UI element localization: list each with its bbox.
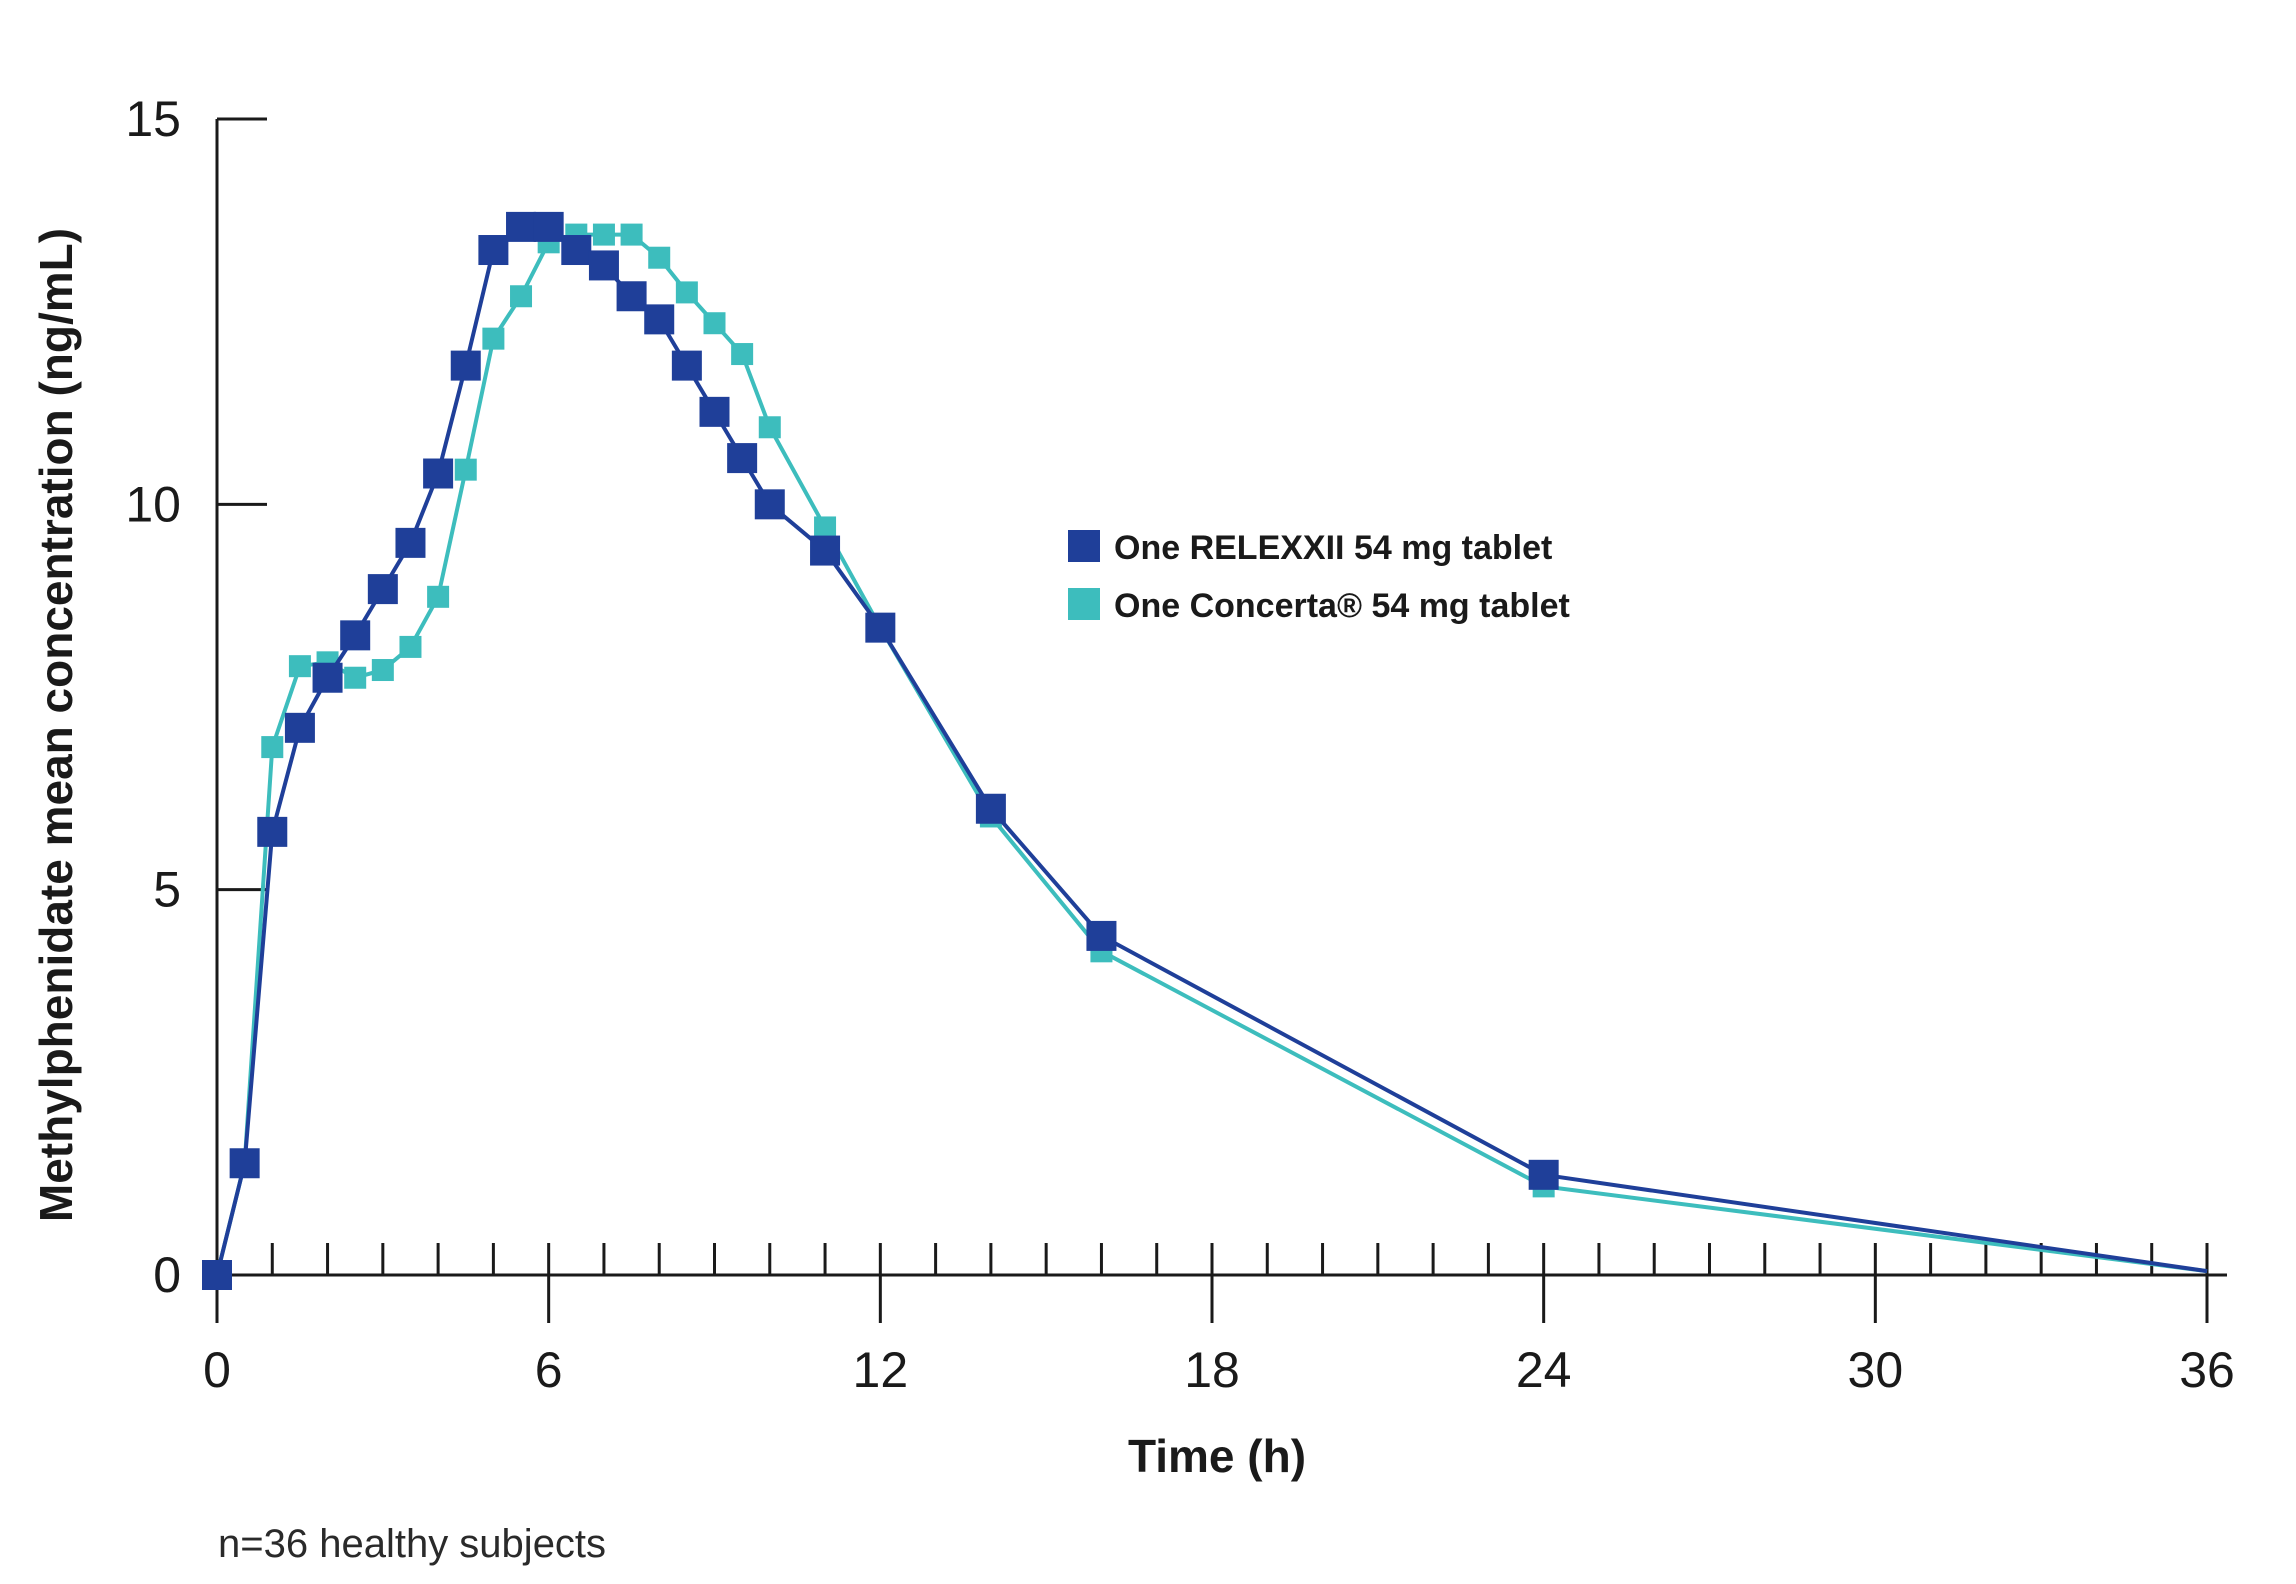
data-point-marker	[533, 211, 564, 242]
x-tick-label: 36	[2179, 1342, 2235, 1398]
data-point-marker	[510, 285, 533, 308]
legend-swatch	[1068, 588, 1100, 620]
data-point-marker	[758, 416, 781, 439]
x-tick-label: 6	[535, 1342, 563, 1398]
legend-label: One RELEXXII 54 mg tablet	[1114, 529, 1552, 567]
data-point-marker	[427, 585, 450, 608]
y-tick-label: 10	[125, 476, 181, 532]
data-point-marker	[727, 443, 758, 474]
data-point-marker	[229, 1148, 260, 1179]
data-point-marker	[699, 396, 730, 427]
data-point-marker	[814, 516, 837, 539]
data-point-marker	[288, 655, 311, 678]
axes: 0 5 10 15 0 6 12 18 24 30 36	[125, 91, 2234, 1398]
legend-swatch	[1068, 530, 1100, 562]
legend: One RELEXXII 54 mg tablet One Concerta® 5…	[1068, 529, 1570, 625]
x-tick-label: 24	[1516, 1342, 1572, 1398]
series-2	[206, 223, 2208, 1286]
series-layer	[202, 211, 2208, 1290]
x-tick-label: 30	[1848, 1342, 1904, 1398]
data-point-marker	[423, 458, 454, 489]
data-point-marker	[340, 620, 371, 651]
data-point-marker	[675, 281, 698, 304]
data-point-marker	[450, 350, 481, 381]
data-point-marker	[202, 1260, 232, 1290]
data-point-marker	[588, 250, 619, 281]
x-tick-label: 12	[853, 1342, 909, 1398]
data-point-marker	[671, 350, 702, 381]
data-point-marker	[454, 458, 477, 481]
data-point-marker	[284, 712, 315, 743]
data-point-marker	[731, 343, 754, 366]
legend-label: One Concerta® 54 mg tablet	[1114, 587, 1570, 625]
data-point-marker	[367, 574, 398, 605]
data-point-marker	[620, 223, 643, 246]
data-point-marker	[754, 489, 785, 520]
data-point-marker	[592, 223, 615, 246]
y-tick-label: 15	[125, 91, 181, 147]
data-point-marker	[1528, 1159, 1559, 1190]
data-point-marker	[644, 304, 675, 335]
data-point-marker	[482, 327, 505, 350]
y-tick-label: 5	[153, 862, 181, 918]
data-point-marker	[261, 736, 284, 759]
y-tick-label: 0	[153, 1247, 181, 1303]
data-point-marker	[257, 816, 288, 847]
data-point-marker	[616, 281, 647, 312]
data-point-marker	[371, 659, 394, 682]
footnote: n=36 healthy subjects	[218, 1522, 606, 1566]
x-tick-label: 0	[203, 1342, 231, 1398]
data-point-marker	[312, 662, 343, 693]
data-point-marker	[648, 246, 671, 269]
x-axis-label: Time (h)	[1128, 1430, 1306, 1482]
data-point-marker	[810, 535, 841, 566]
series-1	[202, 211, 2208, 1290]
series-line	[215, 232, 2208, 1276]
x-tick-label: 18	[1184, 1342, 1240, 1398]
data-point-marker	[478, 235, 509, 266]
series-line	[215, 224, 2208, 1276]
data-point-marker	[399, 635, 422, 658]
data-point-marker	[561, 235, 592, 266]
data-point-marker	[506, 211, 537, 242]
data-point-marker	[344, 666, 367, 689]
data-point-marker	[395, 527, 426, 558]
data-point-marker	[703, 312, 726, 335]
y-axis-label: Methylphenidate mean concentration (ng/m…	[30, 228, 82, 1222]
data-point-marker	[975, 793, 1006, 824]
data-point-marker	[1086, 920, 1117, 951]
data-point-marker	[865, 612, 896, 643]
